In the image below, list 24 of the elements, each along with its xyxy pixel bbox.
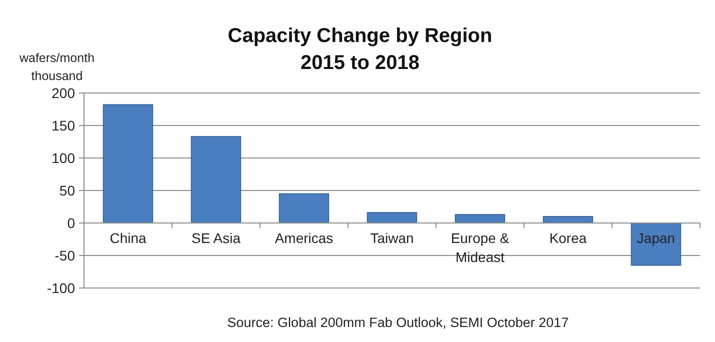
y-tick-label: 50 (59, 182, 76, 198)
x-tick-label: Europe & Mideast (450, 230, 510, 265)
bar (190, 136, 242, 224)
chart-subtitle: 2015 to 2018 (300, 52, 420, 74)
bar (454, 214, 506, 224)
y-tick-label: 200 (52, 85, 76, 101)
bar (278, 193, 330, 224)
x-tick-label: Taiwan (370, 230, 414, 246)
bar (630, 222, 682, 266)
source-note: Source: Global 200mm Fab Outlook, SEMI October 2017 (227, 315, 569, 330)
y-tick-label: -100 (46, 280, 76, 296)
y-axis-title: wafers/month thousand (18, 51, 95, 83)
x-tick-label: China (110, 230, 146, 246)
y-tick-label: 150 (52, 118, 76, 134)
bar (366, 212, 418, 224)
y-tick-label: -50 (54, 248, 76, 264)
x-tick-label: Korea (549, 230, 587, 246)
y-tick-label: 100 (52, 150, 76, 166)
bar (102, 104, 154, 224)
chart-title: Capacity Change by Region (228, 25, 492, 47)
x-tick-label: SE Asia (191, 230, 241, 246)
y-tick-label: 0 (67, 215, 76, 231)
x-tick-label: Americas (274, 230, 334, 246)
x-tick-label: Japan (636, 230, 676, 246)
